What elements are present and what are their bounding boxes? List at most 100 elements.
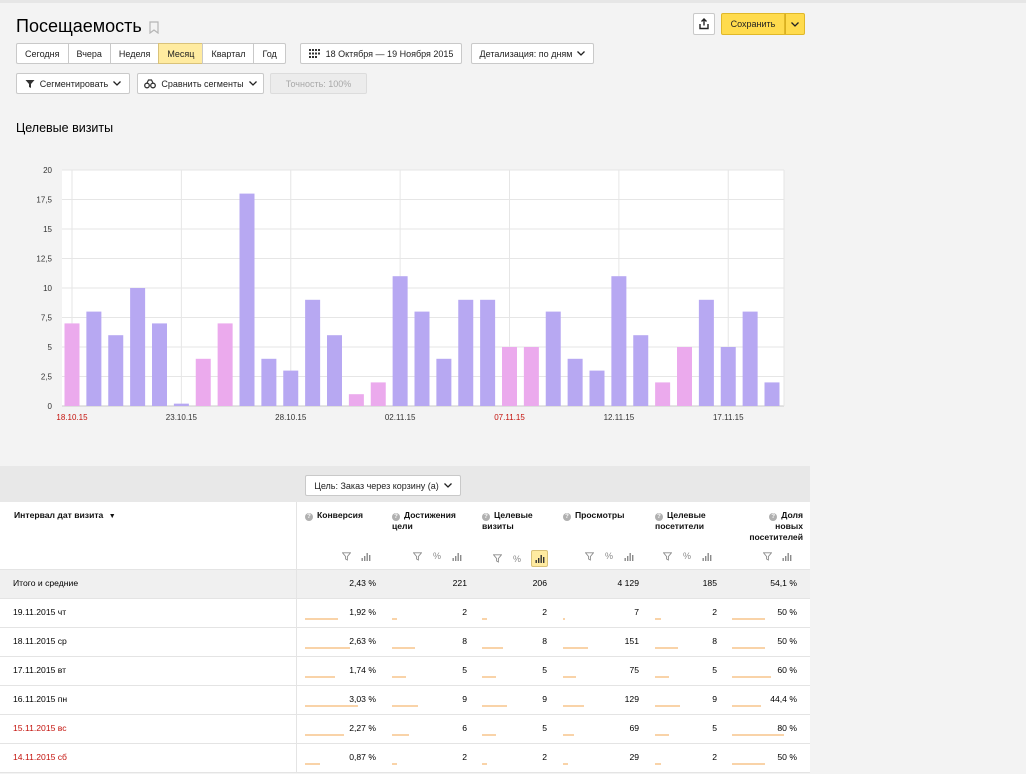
goal-select[interactable]: Цель: Заказ через корзину (а) — [305, 475, 461, 496]
metric-bar — [732, 618, 765, 620]
chart-bar[interactable] — [698, 299, 714, 406]
metric-bar — [655, 676, 669, 678]
chart-bar[interactable] — [108, 335, 124, 406]
period-button[interactable]: Сегодня — [16, 43, 69, 64]
bar-chart-icon[interactable] — [360, 550, 372, 562]
chart-bar[interactable] — [480, 299, 496, 406]
chevron-down-icon — [113, 81, 122, 86]
filter-icon[interactable] — [583, 550, 595, 562]
totals-row[interactable]: Итого и средние 2,43 % 221 206 4 129 185 54,1 … — [0, 570, 810, 599]
chart-bar[interactable] — [764, 382, 780, 406]
chart-bar[interactable] — [567, 358, 583, 406]
data-table: Интервал дат визита ▼ ? Конверсия ? Достиже… — [0, 502, 810, 773]
column-header-pageviews[interactable]: ? Просмотры — [563, 510, 624, 521]
bar-chart-icon[interactable] — [531, 550, 548, 567]
chart-bar[interactable] — [720, 347, 736, 406]
chart-bar[interactable] — [152, 323, 167, 406]
chart-bar[interactable] — [436, 358, 452, 406]
compare-segments-button[interactable]: Сравнить сегменты — [137, 73, 264, 94]
help-icon[interactable]: ? — [305, 513, 313, 521]
chart-bar[interactable] — [130, 288, 146, 406]
chart-bar[interactable] — [502, 347, 517, 406]
chart-bar[interactable] — [348, 394, 364, 406]
metric-bar — [392, 734, 409, 736]
column-header-goal-visits[interactable]: ? Целевые визиты — [482, 510, 533, 532]
help-icon[interactable]: ? — [769, 513, 778, 521]
period-button[interactable]: Год — [253, 43, 286, 64]
metric-cell-conversion: 1,74 % — [349, 665, 376, 675]
chart-bar[interactable] — [239, 193, 255, 406]
period-button[interactable]: Месяц — [158, 43, 204, 64]
chart-bar[interactable] — [633, 335, 649, 406]
bar-chart-icon[interactable] — [623, 550, 635, 562]
chart-bar[interactable] — [261, 358, 277, 406]
filter-icon[interactable] — [761, 550, 773, 562]
table-row[interactable]: 15.11.2015 вс 2,27 % 6 5 69 5 80 % — [0, 715, 810, 744]
bar-chart-icon[interactable] — [701, 550, 713, 562]
metric-cell-pageviews: 129 — [624, 694, 639, 704]
detail-select[interactable]: Детализация: по дням — [471, 43, 594, 64]
chart-bar[interactable] — [392, 276, 408, 406]
column-header-goal-reaches[interactable]: ? Достижения цели — [392, 510, 456, 532]
percent-icon[interactable]: % — [604, 551, 613, 561]
chart-bar[interactable] — [414, 311, 430, 406]
period-button[interactable]: Квартал — [202, 43, 255, 64]
table-row[interactable]: 16.11.2015 пн 3,03 % 9 9 129 9 44,4 % — [0, 686, 810, 715]
chart-bar[interactable] — [655, 382, 671, 406]
bar-chart-icon[interactable] — [781, 550, 793, 562]
chart-bar[interactable] — [64, 323, 80, 406]
date-interval-header[interactable]: Интервал дат визита ▼ — [14, 510, 116, 522]
save-options-button[interactable] — [785, 13, 805, 35]
chart-bar[interactable] — [611, 276, 627, 406]
column-header-label: визиты — [482, 521, 514, 531]
chart-bar[interactable] — [458, 299, 474, 406]
help-icon[interactable]: ? — [563, 513, 571, 521]
column-header-conversion[interactable]: ? Конверсия — [305, 510, 363, 521]
percent-icon[interactable]: % — [432, 551, 441, 561]
column-header-label: посетителей — [749, 532, 803, 542]
table-row[interactable]: 19.11.2015 чт 1,92 % 2 2 7 2 50 % — [0, 599, 810, 628]
chart-bar[interactable] — [545, 311, 561, 406]
help-icon[interactable]: ? — [482, 513, 490, 521]
table-row[interactable]: 17.11.2015 вт 1,74 % 5 5 75 5 60 % — [0, 657, 810, 686]
period-button[interactable]: Вчера — [67, 43, 111, 64]
chart-bar[interactable] — [742, 311, 758, 406]
date-cell: 17.11.2015 вт — [13, 665, 67, 675]
column-header-new-visitors-share[interactable]: ? Доля новых посетителей — [749, 510, 803, 543]
segment-button[interactable]: Сегментировать — [16, 73, 130, 94]
filter-icon[interactable] — [491, 553, 503, 565]
top-divider — [0, 0, 1026, 3]
date-cell: 19.11.2015 чт — [13, 607, 67, 617]
bar-chart-icon[interactable] — [451, 550, 463, 562]
chart-bar[interactable] — [283, 370, 299, 406]
bookmark-icon[interactable] — [149, 20, 159, 34]
chart-bar[interactable] — [86, 311, 102, 406]
chart-bar[interactable] — [523, 347, 539, 406]
chevron-down-icon — [791, 21, 799, 27]
chart-bar[interactable] — [327, 335, 342, 406]
chart-bar[interactable] — [305, 299, 321, 406]
metric-bar — [482, 676, 496, 678]
filter-icon[interactable] — [340, 550, 352, 562]
metric-cell-pageviews: 7 — [634, 607, 639, 617]
chart-bar[interactable] — [589, 370, 605, 406]
help-icon[interactable]: ? — [655, 513, 663, 521]
chart-bar[interactable] — [173, 403, 189, 406]
table-row[interactable]: 14.11.2015 сб 0,87 % 2 2 29 2 50 % — [0, 744, 810, 773]
help-icon[interactable]: ? — [392, 513, 400, 521]
percent-icon[interactable]: % — [682, 551, 691, 561]
percent-icon[interactable]: % — [512, 553, 521, 564]
save-button[interactable]: Сохранить — [721, 13, 785, 35]
filter-icon[interactable] — [661, 550, 673, 562]
chart-bar[interactable] — [195, 358, 211, 406]
chart-bar[interactable] — [370, 382, 386, 406]
filter-icon[interactable] — [411, 550, 423, 562]
chart-bar[interactable] — [677, 347, 692, 406]
share-button[interactable] — [693, 13, 715, 35]
chart-bar[interactable] — [217, 323, 233, 406]
period-button[interactable]: Неделя — [109, 43, 160, 64]
column-header-goal-visitors[interactable]: ? Целевые посетители — [655, 510, 706, 532]
metric-cell-goal-reaches: 2 — [462, 752, 467, 762]
table-row[interactable]: 18.11.2015 ср 2,63 % 8 8 151 8 50 % — [0, 628, 810, 657]
date-range-button[interactable]: 18 Октября — 19 Ноября 2015 — [300, 43, 462, 64]
